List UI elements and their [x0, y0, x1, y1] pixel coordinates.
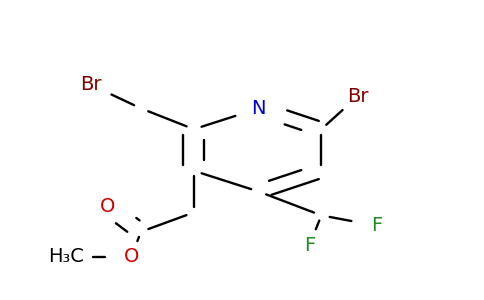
Text: F: F — [371, 216, 382, 235]
Text: Br: Br — [347, 87, 368, 106]
Text: O: O — [100, 197, 115, 216]
Text: O: O — [123, 248, 139, 266]
Text: Br: Br — [80, 75, 101, 94]
Text: N: N — [252, 99, 266, 118]
Text: H₃C: H₃C — [48, 248, 84, 266]
Text: F: F — [304, 236, 315, 255]
